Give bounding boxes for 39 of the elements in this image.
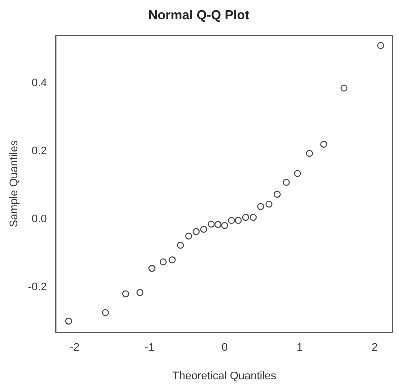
point [377, 42, 384, 50]
y-tick-label: -0.2 [28, 281, 48, 294]
point [136, 289, 144, 296]
x-tick-label: 0 [222, 342, 228, 354]
y-tick-label: 0.0 [32, 213, 48, 226]
point [122, 290, 130, 298]
point [208, 220, 215, 228]
chart-title: Normal Q-Q Plot [148, 7, 250, 22]
point [185, 232, 192, 240]
point [266, 200, 273, 208]
point [274, 190, 281, 198]
y-tick-label: 0.2 [32, 145, 48, 158]
point [200, 226, 208, 234]
point [320, 140, 328, 148]
point [160, 258, 167, 266]
y-tick-label: 0.4 [32, 77, 48, 90]
x-tick-label: -2 [70, 342, 80, 354]
point [177, 242, 184, 250]
x-tick-label: 2 [372, 342, 378, 354]
point [306, 150, 314, 158]
x-tick-label: 1 [296, 342, 304, 354]
point [228, 217, 236, 224]
point [148, 265, 156, 272]
point [282, 179, 290, 186]
point [242, 214, 250, 222]
point [214, 221, 222, 228]
point [221, 222, 228, 230]
point [65, 318, 72, 325]
x-axis-title: Theoretical Quantiles [172, 370, 278, 382]
point [340, 84, 348, 92]
point [294, 170, 302, 178]
point [168, 256, 176, 264]
point [192, 228, 200, 236]
y-axis-title: Sample Quantiles [8, 140, 21, 228]
point [234, 217, 242, 224]
point [102, 309, 110, 316]
point [250, 214, 257, 222]
x-tick-label: -1 [145, 342, 155, 354]
point [257, 203, 264, 210]
